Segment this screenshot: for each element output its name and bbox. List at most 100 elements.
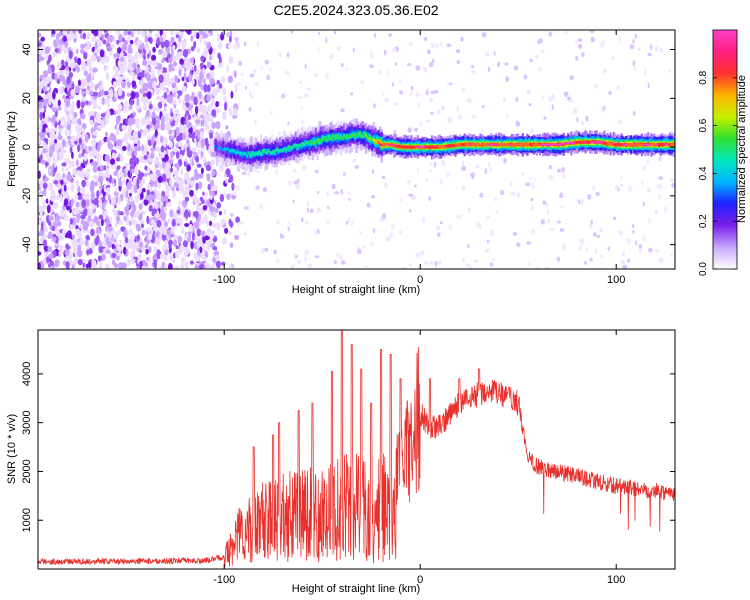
noise-speck bbox=[176, 34, 179, 39]
noise-speck bbox=[223, 173, 228, 178]
ridge-peak bbox=[501, 143, 511, 147]
noise-speck bbox=[455, 49, 461, 54]
noise-speck bbox=[169, 209, 173, 218]
noise-speck bbox=[313, 73, 319, 78]
noise-speck bbox=[161, 67, 168, 74]
ridge-cell bbox=[297, 145, 300, 151]
noise-speck bbox=[306, 207, 310, 213]
noise-speck bbox=[163, 264, 167, 269]
noise-speck bbox=[91, 203, 96, 210]
noise-speck bbox=[103, 90, 109, 96]
noise-speck bbox=[123, 216, 127, 221]
noise-speck bbox=[63, 198, 69, 207]
colorbar-label: Normalized spectral amplitude bbox=[736, 75, 748, 223]
noise-speck bbox=[406, 180, 412, 184]
noise-speck bbox=[88, 65, 94, 74]
noise-speck bbox=[170, 30, 175, 36]
noise-speck bbox=[324, 73, 329, 79]
noise-speck bbox=[364, 265, 368, 269]
noise-speck bbox=[116, 229, 121, 235]
noise-speck bbox=[57, 61, 62, 69]
noise-speck bbox=[336, 252, 340, 258]
noise-speck bbox=[164, 163, 168, 172]
noise-speck bbox=[82, 32, 87, 40]
noise-speck bbox=[373, 103, 376, 109]
noise-speck bbox=[65, 205, 71, 211]
noise-speck bbox=[488, 162, 491, 167]
noise-speck bbox=[256, 41, 259, 48]
ridge-peak bbox=[518, 143, 529, 147]
noise-speck bbox=[541, 96, 545, 101]
noise-speck bbox=[126, 81, 131, 88]
noise-speck bbox=[55, 214, 61, 223]
noise-speck bbox=[74, 194, 79, 200]
noise-speck bbox=[219, 163, 224, 172]
noise-speck bbox=[181, 206, 186, 213]
noise-speck bbox=[627, 258, 630, 263]
noise-speck bbox=[191, 147, 197, 152]
noise-speck bbox=[147, 81, 153, 89]
ridge-cell bbox=[415, 146, 418, 148]
noise-speck bbox=[559, 228, 565, 233]
noise-speck bbox=[38, 42, 42, 47]
noise-speck bbox=[399, 230, 402, 235]
noise-speck bbox=[88, 247, 93, 255]
ridge-cell bbox=[280, 149, 283, 152]
noise-speck bbox=[70, 198, 74, 207]
noise-speck bbox=[101, 172, 107, 180]
spectrogram-x-label: Height of straight line (km) bbox=[292, 284, 420, 296]
noise-speck bbox=[345, 67, 348, 72]
noise-speck bbox=[180, 226, 185, 235]
noise-speck bbox=[389, 233, 394, 238]
noise-speck bbox=[178, 124, 184, 129]
noise-speck bbox=[149, 37, 153, 44]
noise-speck bbox=[426, 49, 431, 55]
noise-speck bbox=[111, 252, 116, 258]
noise-speck bbox=[38, 85, 42, 94]
noise-speck bbox=[82, 171, 86, 178]
ridge-peak bbox=[437, 145, 446, 149]
noise-speck bbox=[250, 94, 255, 99]
noise-speck bbox=[187, 236, 191, 243]
noise-speck bbox=[626, 238, 632, 244]
noise-speck bbox=[494, 197, 498, 202]
noise-speck bbox=[75, 228, 81, 236]
noise-speck bbox=[145, 72, 150, 80]
ridge-cell bbox=[333, 134, 336, 139]
noise-speck bbox=[94, 237, 99, 246]
noise-speck bbox=[147, 232, 153, 241]
noise-speck bbox=[96, 55, 101, 63]
ridge-cell bbox=[330, 135, 333, 140]
noise-speck bbox=[295, 184, 301, 190]
noise-speck bbox=[160, 135, 164, 144]
noise-speck bbox=[632, 223, 635, 229]
noise-speck bbox=[159, 211, 164, 219]
noise-speck bbox=[49, 129, 54, 135]
noise-speck bbox=[83, 70, 88, 77]
noise-speck bbox=[528, 103, 532, 107]
noise-speck bbox=[425, 119, 431, 123]
noise-speck bbox=[579, 238, 585, 244]
ridge-cell bbox=[551, 143, 554, 146]
noise-speck bbox=[126, 53, 133, 60]
noise-speck bbox=[415, 92, 420, 98]
noise-speck bbox=[188, 132, 194, 139]
noise-speck bbox=[188, 114, 192, 120]
noise-speck bbox=[190, 35, 194, 42]
ridge-cell bbox=[495, 143, 498, 146]
noise-speck bbox=[163, 206, 168, 212]
ridge-cell bbox=[226, 147, 230, 153]
noise-speck bbox=[150, 69, 155, 79]
noise-speck bbox=[62, 210, 67, 218]
noise-speck bbox=[92, 102, 98, 110]
noise-speck bbox=[84, 133, 89, 143]
ridge-cell bbox=[364, 134, 368, 138]
noise-speck bbox=[668, 69, 671, 74]
noise-speck bbox=[85, 172, 91, 179]
noise-speck bbox=[105, 55, 110, 64]
noise-speck bbox=[206, 72, 211, 79]
noise-speck bbox=[120, 154, 124, 162]
noise-speck bbox=[62, 177, 68, 183]
noise-speck bbox=[72, 67, 76, 72]
ridge-cell bbox=[369, 136, 372, 145]
